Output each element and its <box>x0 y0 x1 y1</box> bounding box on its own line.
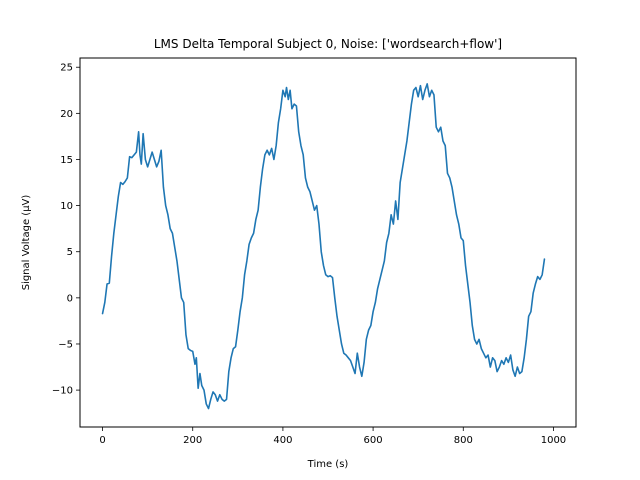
y-tick-label: −10 <box>52 386 73 397</box>
x-tick-label: 0 <box>99 435 105 446</box>
x-tick-label: 400 <box>273 435 292 446</box>
plot-frame <box>79 57 577 428</box>
y-tick-label: −5 <box>58 339 73 350</box>
chart-title: LMS Delta Temporal Subject 0, Noise: ['w… <box>154 37 502 51</box>
y-axis-ticks: −10 −5 0 5 10 15 20 25 <box>52 63 80 397</box>
y-tick-label: 5 <box>67 247 73 258</box>
x-tick-label: 600 <box>364 435 383 446</box>
y-tick-label: 10 <box>60 201 73 212</box>
y-tick-label: 25 <box>60 63 73 74</box>
x-tick-label: 1000 <box>541 435 566 446</box>
y-axis-label: Signal Voltage (μV) <box>21 195 32 291</box>
x-axis-ticks: 0 200 400 600 800 1000 <box>99 427 566 446</box>
x-axis-label: Time (s) <box>307 459 349 470</box>
y-tick-label: 20 <box>60 109 73 120</box>
series-line <box>101 83 546 410</box>
x-tick-label: 800 <box>454 435 473 446</box>
y-tick-label: 0 <box>67 293 73 304</box>
x-tick-label: 200 <box>183 435 202 446</box>
y-tick-label: 15 <box>60 155 73 166</box>
series-layer <box>101 83 546 410</box>
plot-area <box>80 58 576 427</box>
